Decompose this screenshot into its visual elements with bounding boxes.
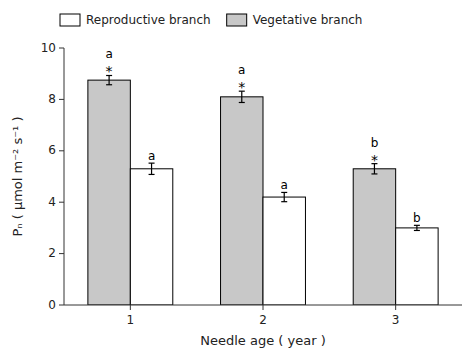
legend-label: Vegetative branch [253,13,363,27]
error-cap [149,174,155,175]
x-tick-label: 1 [127,313,135,327]
annotation: * [371,152,378,168]
y-tick-label: 10 [41,41,56,55]
y-tick [59,150,64,151]
x-tick [263,305,264,310]
x-axis: 1 2 3 [64,305,462,327]
y-tick [59,253,64,254]
bars [88,75,438,305]
annotation: a [281,178,288,192]
error-cap [106,84,112,85]
y-axis-label: Pₙ ( µmol m⁻² s⁻¹ ) [10,117,25,237]
bar [353,169,395,305]
bar [263,197,305,305]
annotations: * a * a * b a a b [105,47,420,225]
y-axis-line [64,48,65,305]
legend-label: Reproductive branch [86,13,211,27]
legend-swatch [60,14,80,26]
bar [88,80,130,305]
y-tick-label: 6 [48,143,56,157]
y-axis: 0 2 4 6 8 10 [41,41,64,312]
error-bar [416,225,417,230]
y-tick-label: 8 [48,92,56,106]
x-tick-label: 2 [259,313,267,327]
x-tick [130,305,131,310]
legend-swatch [227,14,247,26]
y-tick-label: 0 [48,298,56,312]
annotation: * [238,79,245,95]
annotation: a [105,47,112,61]
error-bar [151,163,152,174]
annotation: * [106,63,113,79]
x-tick [395,305,396,310]
error-cap [414,230,420,231]
x-axis-label: Needle age ( year ) [200,333,325,348]
bar [221,97,263,305]
y-tick [59,305,64,306]
y-tick [59,99,64,100]
y-tick-label: 2 [48,246,56,260]
error-cap [239,102,245,103]
bar [396,228,438,305]
annotation: b [413,211,421,225]
error-cap [371,173,377,174]
y-tick-label: 4 [48,195,56,209]
bar [130,169,172,305]
chart: 0246810123*a*a*baabNeedle age ( year )Pₙ… [0,0,474,355]
legend: Reproductive branch Vegetative branch [60,13,362,27]
error-cap [281,201,287,202]
y-tick [59,48,64,49]
annotation: a [238,63,245,77]
error-bar [284,192,285,201]
x-tick-label: 3 [392,313,400,327]
annotation: a [148,149,155,163]
annotation: b [371,136,379,150]
y-tick [59,202,64,203]
